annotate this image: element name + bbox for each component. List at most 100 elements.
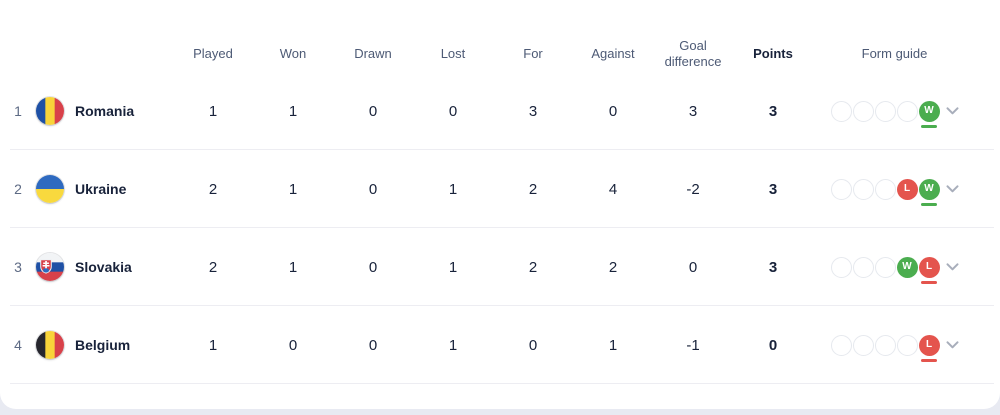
team-name[interactable]: Romania <box>75 103 135 119</box>
position-label: 2 <box>14 181 22 197</box>
form-win-circle: W <box>918 178 940 200</box>
ukraine-flag-icon <box>36 175 64 203</box>
header-goal_difference: Goal difference <box>664 38 722 69</box>
table-row: 3 Slovakia 2 1 0 1 2 2 0 3 W L <box>0 228 1000 306</box>
form-empty-circle <box>896 100 918 122</box>
header-won: Won <box>279 46 307 61</box>
form-slot: L <box>896 178 918 200</box>
standings-header-row: Played Won Drawn Lost For Against Goal differe… <box>0 0 1000 72</box>
form-empty-circle <box>852 178 874 200</box>
header-points: Points <box>753 46 793 61</box>
stat-points: 3 <box>768 180 778 198</box>
stat-played: 2 <box>208 258 218 276</box>
chevron-down-icon[interactable] <box>946 263 959 271</box>
chevron-down-icon[interactable] <box>946 107 959 115</box>
form-empty-circle <box>852 256 874 278</box>
stat-drawn: 0 <box>368 180 378 198</box>
stat-won: 0 <box>288 336 298 354</box>
romania-flag-icon <box>36 97 64 125</box>
stat-for: 3 <box>528 102 538 120</box>
header-form_guide: Form guide <box>861 46 928 61</box>
form-slot <box>830 178 852 200</box>
form-slot <box>874 100 896 122</box>
stat-for: 0 <box>528 336 538 354</box>
header-drawn: Drawn <box>354 46 392 61</box>
form-slot <box>874 334 896 356</box>
form-slot <box>874 178 896 200</box>
stat-won: 1 <box>288 258 298 276</box>
belgium-flag-icon <box>36 331 64 359</box>
stat-played: 1 <box>208 102 218 120</box>
stat-against: 0 <box>608 102 618 120</box>
form-slot <box>896 334 918 356</box>
stat-points: 0 <box>768 336 778 354</box>
form-empty-circle <box>896 334 918 356</box>
stat-played: 1 <box>208 336 218 354</box>
team-name[interactable]: Slovakia <box>75 259 132 275</box>
stat-goal_difference: 0 <box>688 258 698 276</box>
form-loss-circle: L <box>918 256 940 278</box>
stat-for: 2 <box>528 258 538 276</box>
team-name[interactable]: Belgium <box>75 337 131 353</box>
form-slot <box>874 256 896 278</box>
stat-against: 4 <box>608 180 618 198</box>
header-lost: Lost <box>440 46 466 61</box>
form-win-circle: W <box>918 100 940 122</box>
header-played: Played <box>193 46 233 61</box>
form-slot <box>852 100 874 122</box>
form-slot: L <box>918 256 940 284</box>
stat-against: 1 <box>608 336 618 354</box>
stat-lost: 0 <box>448 102 458 120</box>
form-slot: W <box>896 256 918 278</box>
chevron-down-icon[interactable] <box>946 185 959 193</box>
form-empty-circle <box>874 100 896 122</box>
form-empty-circle <box>830 334 852 356</box>
stat-goal_difference: -1 <box>686 336 700 354</box>
stat-drawn: 0 <box>368 102 378 120</box>
form-empty-circle <box>874 334 896 356</box>
stat-won: 1 <box>288 102 298 120</box>
stat-lost: 1 <box>448 258 458 276</box>
header-for: For <box>523 46 543 61</box>
chevron-down-icon[interactable] <box>946 341 959 349</box>
stat-drawn: 0 <box>368 336 378 354</box>
team-name[interactable]: Ukraine <box>75 181 127 197</box>
stat-goal_difference: 3 <box>688 102 698 120</box>
stat-lost: 1 <box>448 180 458 198</box>
form-guide: L <box>813 334 1000 362</box>
form-slot <box>830 100 852 122</box>
form-latest-underline <box>921 280 937 284</box>
standings-rows: 1 Romania 1 1 0 0 3 0 3 3 W 2 Ukraine 2 1 0 1 2 4 -2 3 L W 3 Slo… <box>0 72 1000 384</box>
form-slot <box>852 178 874 200</box>
form-empty-circle <box>830 100 852 122</box>
table-row: 2 Ukraine 2 1 0 1 2 4 -2 3 L W <box>0 150 1000 228</box>
stat-lost: 1 <box>448 336 458 354</box>
form-slot <box>896 100 918 122</box>
stat-points: 3 <box>768 102 778 120</box>
form-slot <box>852 256 874 278</box>
table-row: 4 Belgium 1 0 0 1 0 1 -1 0 L <box>0 306 1000 384</box>
form-latest-underline <box>921 358 937 362</box>
stat-against: 2 <box>608 258 618 276</box>
form-slot <box>852 334 874 356</box>
header-against: Against <box>591 46 635 61</box>
position-label: 1 <box>14 103 22 119</box>
form-latest-underline <box>921 202 937 206</box>
form-win-circle: W <box>896 256 918 278</box>
form-latest-underline <box>921 124 937 128</box>
position-label: 4 <box>14 337 22 353</box>
form-empty-circle <box>830 178 852 200</box>
form-slot <box>830 256 852 278</box>
form-slot: W <box>918 178 940 206</box>
form-slot <box>830 334 852 356</box>
form-loss-circle: L <box>918 334 940 356</box>
form-slot: W <box>918 100 940 128</box>
form-empty-circle <box>874 178 896 200</box>
form-empty-circle <box>830 256 852 278</box>
form-empty-circle <box>874 256 896 278</box>
slovakia-flag-icon <box>36 253 64 281</box>
form-empty-circle <box>852 334 874 356</box>
